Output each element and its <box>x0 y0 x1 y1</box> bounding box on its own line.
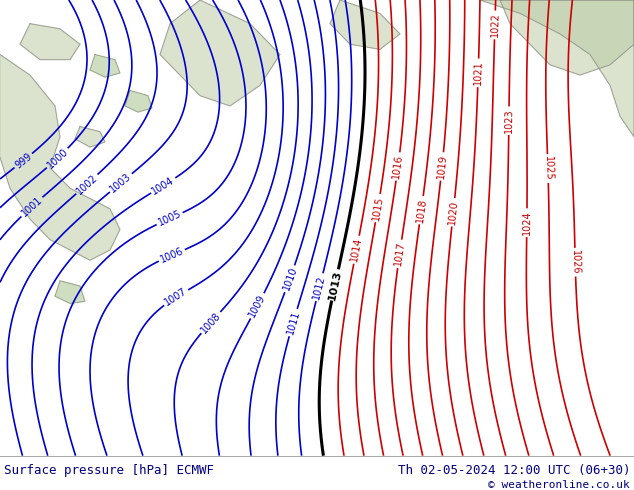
Text: 1001: 1001 <box>20 195 44 219</box>
Text: 1006: 1006 <box>158 245 185 265</box>
Polygon shape <box>160 0 280 106</box>
Text: 1003: 1003 <box>108 171 134 195</box>
Text: 1005: 1005 <box>157 209 183 228</box>
Text: 1020: 1020 <box>447 199 460 225</box>
Text: 1025: 1025 <box>543 156 553 181</box>
Text: 999: 999 <box>13 151 34 170</box>
Text: 1023: 1023 <box>504 108 514 133</box>
Text: 1013: 1013 <box>327 269 343 301</box>
Text: 1012: 1012 <box>312 274 327 300</box>
Text: 1010: 1010 <box>281 266 299 292</box>
Text: 1011: 1011 <box>285 309 301 336</box>
Polygon shape <box>125 91 152 112</box>
Text: 1009: 1009 <box>247 293 268 319</box>
Text: 1017: 1017 <box>393 241 406 267</box>
Text: 1026: 1026 <box>570 250 581 274</box>
Text: 1022: 1022 <box>489 12 500 38</box>
Text: Th 02-05-2024 12:00 UTC (06+30): Th 02-05-2024 12:00 UTC (06+30) <box>398 464 630 477</box>
Polygon shape <box>55 281 85 303</box>
Text: 1015: 1015 <box>371 195 385 221</box>
Text: 1000: 1000 <box>45 146 70 170</box>
Text: © weatheronline.co.uk: © weatheronline.co.uk <box>488 480 630 490</box>
Polygon shape <box>0 54 120 260</box>
Text: 1004: 1004 <box>150 175 176 196</box>
Polygon shape <box>330 0 400 49</box>
Polygon shape <box>75 126 105 147</box>
Text: 1008: 1008 <box>199 310 223 335</box>
Text: Surface pressure [hPa] ECMWF: Surface pressure [hPa] ECMWF <box>4 464 214 477</box>
Polygon shape <box>20 24 80 60</box>
Text: 1018: 1018 <box>415 197 428 223</box>
Polygon shape <box>500 0 634 75</box>
Polygon shape <box>90 54 120 77</box>
Text: 1002: 1002 <box>74 172 100 196</box>
Text: 1024: 1024 <box>522 210 532 235</box>
Text: 1019: 1019 <box>436 154 448 179</box>
Polygon shape <box>480 0 634 137</box>
Text: 1021: 1021 <box>473 60 484 85</box>
Text: 1007: 1007 <box>163 287 189 308</box>
Text: 1014: 1014 <box>349 237 364 263</box>
Text: 1016: 1016 <box>391 154 404 179</box>
